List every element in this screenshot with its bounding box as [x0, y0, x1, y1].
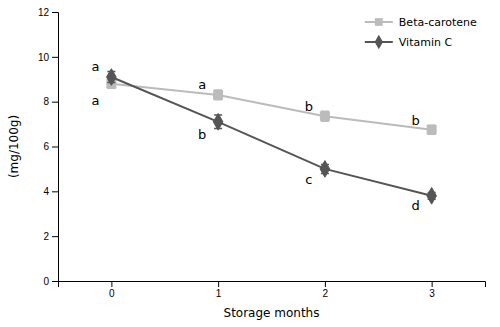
y-axis: 0 2 4 6 8 10 12 [38, 7, 59, 287]
y-tick-label: 12 [38, 7, 50, 18]
annotation: c [305, 172, 312, 187]
y-tick-mark [52, 191, 58, 192]
legend-label: Beta-carotene [399, 16, 477, 29]
x-tick: 0 [109, 281, 115, 299]
legend: Beta-carotene Vitamin C [365, 16, 477, 50]
y-tick-mark [52, 102, 58, 103]
y-tick-mark [52, 57, 58, 58]
legend-item: Beta-carotene [365, 16, 477, 29]
plot: 0123024681012Storage months(mg/100g)abcd… [7, 7, 486, 320]
x-tick: 2 [323, 281, 329, 299]
series [107, 69, 437, 204]
y-tick: 12 [38, 7, 58, 18]
x-tick: 1 [216, 281, 222, 299]
y-tick-mark [52, 12, 58, 13]
y-tick: 10 [38, 52, 58, 63]
point [107, 69, 117, 86]
y-tick-label: 0 [43, 276, 49, 287]
y-tick: 2 [43, 231, 58, 242]
x-tick: 3 [429, 281, 435, 299]
error-bar [428, 125, 436, 134]
x-axis-line [59, 282, 486, 288]
legend-label: Vitamin C [399, 36, 453, 49]
point [320, 161, 330, 178]
x-tick-label: 3 [429, 288, 435, 299]
annotation: a [91, 59, 99, 74]
data-area [107, 69, 437, 204]
series-line [111, 77, 431, 196]
chart: 0123024681012Storage months(mg/100g)abcd… [0, 0, 500, 327]
series-line [111, 84, 431, 130]
x-tick-label: 0 [109, 288, 115, 299]
legend-marker [375, 18, 383, 26]
y-tick: 0 [43, 276, 58, 287]
x-tick-label: 1 [216, 288, 222, 299]
annotation: a [91, 93, 99, 108]
y-tick: 8 [43, 96, 58, 107]
series [107, 79, 436, 134]
x-tick-mark [325, 281, 326, 287]
y-tick: 4 [43, 186, 58, 197]
annotations: a b c d a a b b [91, 59, 419, 213]
x-tick-mark [218, 281, 219, 287]
point [427, 187, 437, 204]
y-tick: 6 [43, 141, 58, 152]
annotation: b [305, 99, 313, 114]
x-axis: 0 1 2 3 [59, 281, 486, 299]
y-axis-title: (mg/100g) [7, 115, 21, 178]
point [214, 90, 223, 99]
y-tick-mark [52, 236, 58, 237]
point [320, 112, 329, 121]
y-tick-label: 4 [43, 186, 49, 197]
x-tick-label: 2 [323, 288, 329, 299]
y-tick-mark [52, 281, 58, 282]
y-tick-label: 8 [43, 96, 49, 107]
annotation: b [411, 113, 419, 128]
annotation: b [198, 127, 206, 142]
y-tick-label: 2 [43, 231, 49, 242]
y-tick-mark [52, 147, 58, 148]
point [427, 125, 436, 134]
y-tick-label: 10 [38, 52, 50, 63]
x-tick-mark [111, 281, 112, 287]
x-axis-title: Storage months [224, 306, 320, 320]
annotation: d [411, 198, 419, 213]
legend-item: Vitamin C [365, 35, 453, 49]
y-tick-label: 6 [43, 141, 49, 152]
point [213, 114, 223, 131]
legend-marker [375, 35, 383, 49]
error-bar [321, 111, 329, 121]
annotation: a [198, 77, 206, 92]
error-bar [214, 90, 222, 100]
x-tick-mark [432, 281, 433, 287]
y-axis-line [52, 13, 59, 282]
